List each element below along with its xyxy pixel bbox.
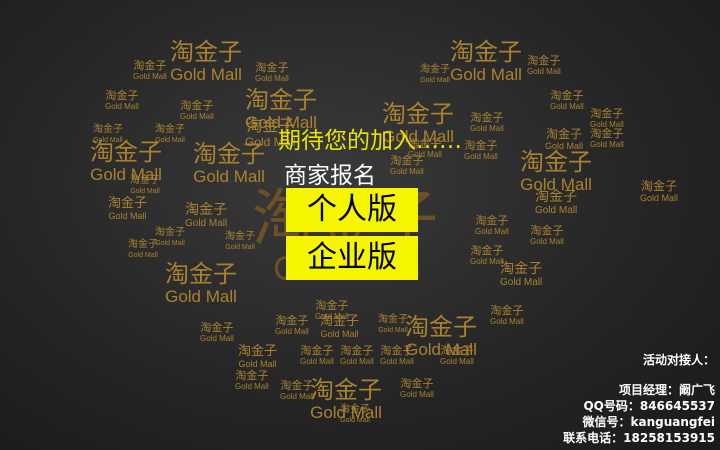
background-logo: 淘金子 Gold Mall [155,124,185,145]
background-logo: 淘金子 Gold Mall [408,137,442,159]
background-logo: 淘金子 Gold Mall [535,189,578,216]
background-logo: 淘金子 Gold Mall [590,127,624,149]
background-logo: 淘金子 Gold Mall [550,89,584,111]
background-logo: 淘金子 Gold Mall [185,202,228,229]
background-logo: 淘金子 Gold Mall [238,344,278,369]
background-logo: 淘金子 Gold Mall [193,140,265,186]
background-logo: 淘金子 Gold Mall [200,321,234,343]
background-logo: 淘金子 Gold Mall [470,244,504,266]
headline: 期待您的加入…… [278,128,462,154]
background-logo: 淘金子 Gold Mall [380,344,414,366]
background-logo: 淘金子 Gold Mall [320,314,360,339]
background-logo: 淘金子 Gold Mall [464,139,498,161]
background-logo: 淘金子 Gold Mall [105,89,139,111]
personal-edition-button[interactable]: 个人版 [286,188,418,232]
background-logo: 淘金子 Gold Mall [382,100,454,146]
background-logo: 淘金子 Gold Mall [340,344,374,366]
background-logo: 淘金子 Gold Mall [108,196,148,221]
contact-phone: 联系电话：18258153915 [563,431,715,445]
contact-manager: 项目经理：阚广飞 [618,383,715,397]
background-logo: 淘金子 Gold Mall [590,107,624,129]
background-logo: 淘金子 Gold Mall [490,304,524,326]
background-logo: 淘金子 Gold Mall [405,313,477,359]
background-logo: 淘金子 Gold Mall [450,38,522,84]
background-logo: 淘金子 Gold Mall [170,38,242,84]
background-logo: 淘金子 Gold Mall [300,344,334,366]
background-logo: 淘金子 Gold Mall [133,59,167,81]
background-logo: 淘金子 Gold Mall [128,239,158,260]
background-logo: 淘金子 Gold Mall [245,86,317,132]
background-logo: 淘金子 Gold Mall [545,127,584,151]
background-logo: 淘金子 Gold Mall [180,99,214,121]
background-logo: 淘金子 Gold Mall [475,214,509,236]
background-logo: 淘金子 Gold Mall [470,111,504,133]
background-logo: 淘金子 Gold Mall [315,299,349,321]
background-logo: 淘金子 Gold Mall [255,61,289,83]
background-logo: 淘金子 Gold Mall [310,376,382,422]
background-logo: 淘金子 Gold Mall [340,404,370,425]
background-logo: 淘金子 Gold Mall [155,227,185,248]
background-logo: 淘金子 Gold Mall [130,175,160,196]
background-logo: 淘金子 Gold Mall [93,124,123,145]
background-logo: 淘金子 Gold Mall [390,154,424,176]
background-logo: 淘金子 Gold Mall [530,224,564,246]
enterprise-edition-button[interactable]: 企业版 [286,236,418,280]
background-logo: 淘金子 Gold Mall [500,261,543,288]
contact-title: 活动对接人： [642,353,715,367]
background-logo: 淘金子 Gold Mall [280,379,314,401]
background-logo: 淘金子 Gold Mall [527,54,561,76]
contact-wechat: 微信号：kanguangfei [582,415,715,429]
background-logo: 淘金子 Gold Mall [165,260,237,306]
background-logo: 淘金子 Gold Mall [400,377,434,399]
contact-qq: QQ号码：846645537 [583,399,715,413]
background-logo: 淘金子 Gold Mall [420,64,450,85]
background-logo: 淘金子 Gold Mall [235,369,269,391]
background-logo: 淘金子 Gold Mall [225,231,255,252]
background-logo: 淘金子 Gold Mall [520,148,592,194]
background-logo: 淘金子 Gold Mall [440,344,474,366]
background-logo: 淘金子 Gold Mall [90,138,162,184]
background-logo: 淘金子 Gold Mall [640,179,679,203]
background-logo: 淘金子 Gold Mall [378,314,408,335]
merchant-signup-title: 商家报名 [284,163,376,189]
background-logo: 淘金子 Gold Mall [275,314,309,336]
background-logo: 淘金子 Gold Mall [245,116,296,149]
